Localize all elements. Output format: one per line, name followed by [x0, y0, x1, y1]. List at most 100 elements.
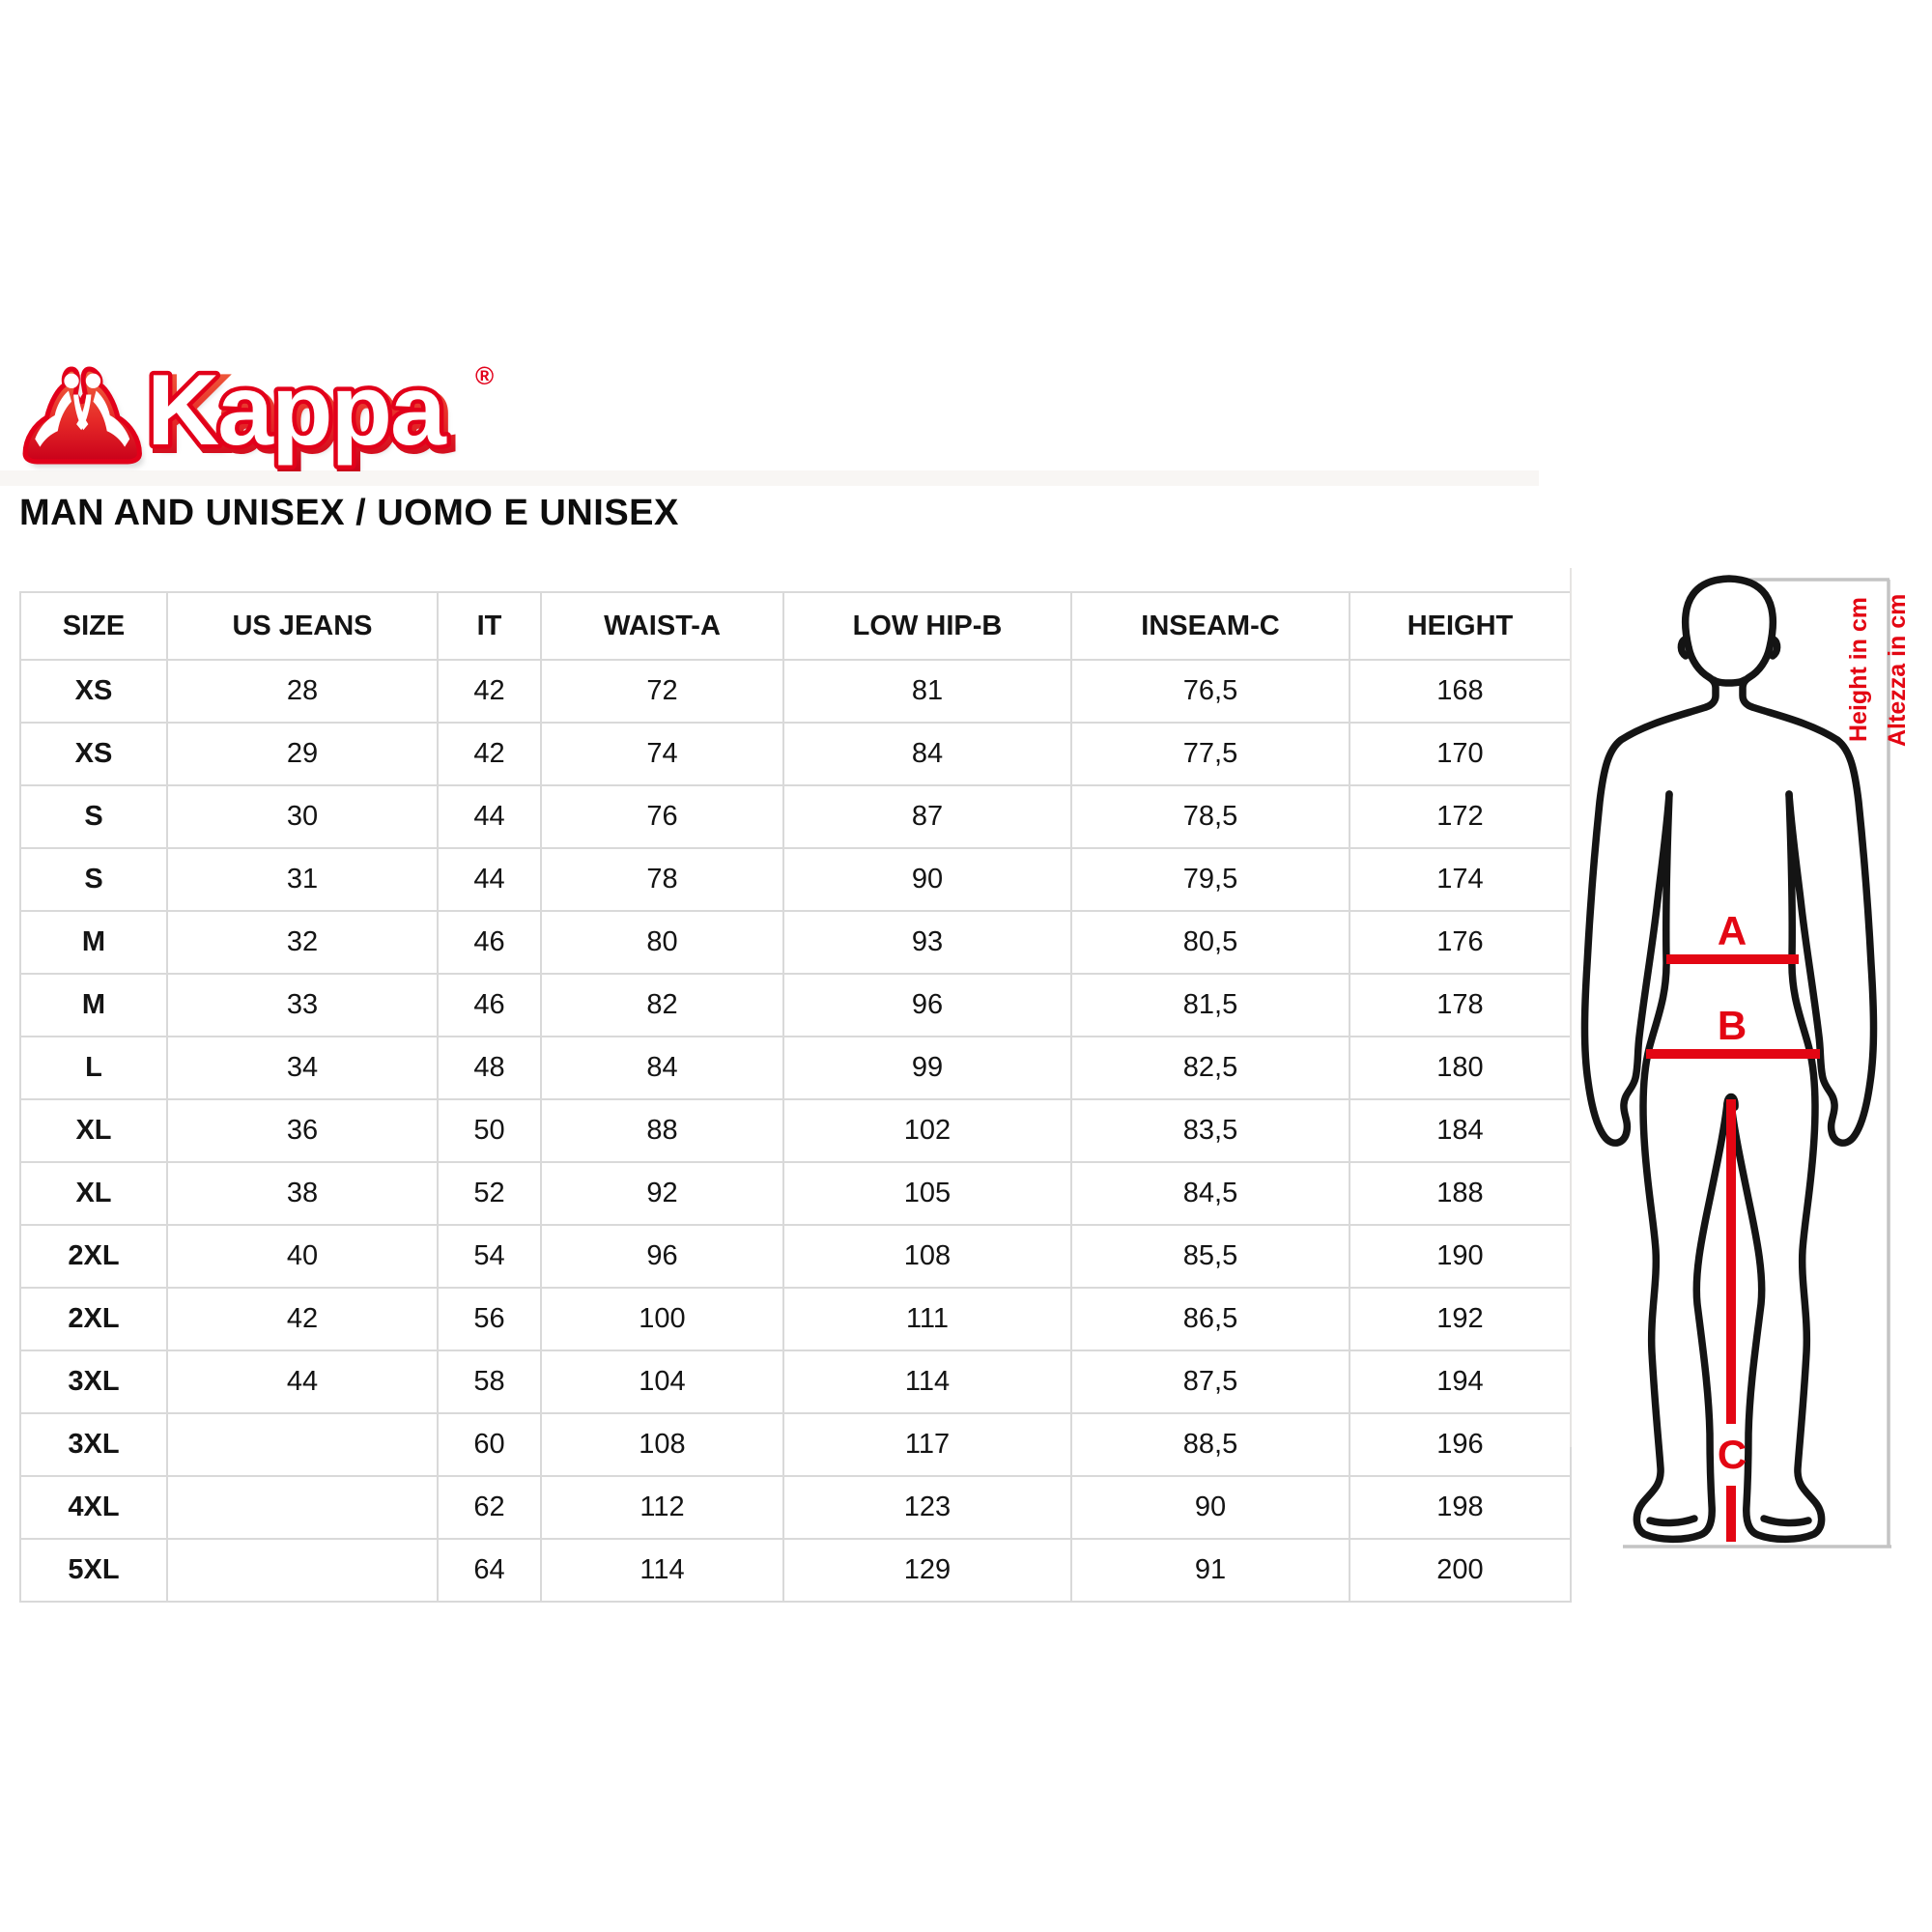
table-cell: 90: [782, 847, 1072, 912]
right-arm-outline: [1748, 703, 1878, 1147]
table-cell: 82,5: [1070, 1036, 1350, 1100]
table-cell: 117: [782, 1412, 1072, 1477]
registered-trademark: ®: [475, 361, 494, 390]
table-row: XS 29 42 74 84 77,5 170: [19, 722, 1572, 786]
left-torso-leg-outline: [1633, 790, 1731, 1544]
table-cell: 111: [782, 1287, 1072, 1351]
table-cell: 34: [166, 1036, 439, 1100]
table-cell: 42: [437, 722, 542, 786]
table-cell: 105: [782, 1161, 1072, 1226]
table-cell: 84: [540, 1036, 784, 1100]
table-cell: 58: [437, 1350, 542, 1414]
table-row: M 33 46 82 96 81,5 178: [19, 973, 1572, 1037]
table-cell: 96: [540, 1224, 784, 1289]
omini-right-body: [93, 390, 130, 447]
table-cell: 80,5: [1070, 910, 1350, 975]
table-cell: 48: [437, 1036, 542, 1100]
table-cell: 192: [1349, 1287, 1572, 1351]
table-cell: 92: [540, 1161, 784, 1226]
table-cell: 82: [540, 973, 784, 1037]
size-cell: M: [19, 973, 168, 1037]
height-note-it: Altezza in cm: [1884, 594, 1911, 747]
table-header: SIZE US JEANS IT WAIST-A LOW HIP-B INSEAM-C HE…: [19, 591, 1572, 661]
table-cell: 46: [437, 973, 542, 1037]
size-cell: 5XL: [19, 1538, 168, 1603]
table-cell: [166, 1475, 439, 1540]
table-cell: 86,5: [1070, 1287, 1350, 1351]
table-cell: 44: [437, 784, 542, 849]
table-cell: 64: [437, 1538, 542, 1603]
hip-label-b: B: [1718, 1003, 1747, 1048]
table-cell: 52: [437, 1161, 542, 1226]
table-cell: 176: [1349, 910, 1572, 975]
right-torso-leg-outline: [1727, 790, 1826, 1544]
table-cell: 77,5: [1070, 722, 1350, 786]
table-cell: 123: [782, 1475, 1072, 1540]
table-cell: 96: [782, 973, 1072, 1037]
page-title: MAN AND UNISEX / UOMO E UNISEX: [19, 493, 679, 533]
size-cell: XS: [19, 722, 168, 786]
table-cell: 198: [1349, 1475, 1572, 1540]
table-row: 4XL 62 112 123 90 198: [19, 1475, 1572, 1540]
header-row: SIZE US JEANS IT WAIST-A LOW HIP-B INSEAM-C HE…: [19, 591, 1572, 661]
table-cell: 42: [166, 1287, 439, 1351]
table-cell: 108: [782, 1224, 1072, 1289]
table-cell: 56: [437, 1287, 542, 1351]
table-row: XL 36 50 88 102 83,5 184: [19, 1098, 1572, 1163]
omini-right-head: [85, 373, 101, 388]
table-row: S 31 44 78 90 79,5 174: [19, 847, 1572, 912]
table-row: M 32 46 80 93 80,5 176: [19, 910, 1572, 975]
table-cell: 81: [782, 659, 1072, 724]
omini-left-body: [35, 390, 72, 447]
left-arm-outline: [1580, 703, 1710, 1147]
table-cell: 90: [1070, 1475, 1350, 1540]
table-cell: 194: [1349, 1350, 1572, 1414]
size-cell: 3XL: [19, 1412, 168, 1477]
table-cell: 80: [540, 910, 784, 975]
table-body: XS 28 42 72 81 76,5 168 XS 29 42 74 84 77,5 170 S 30 44 7…: [19, 659, 1572, 1603]
table-cell: 40: [166, 1224, 439, 1289]
column-header-inseam-c: INSEAM-C: [1070, 591, 1350, 661]
table-cell: [166, 1538, 439, 1603]
table-row: XL 38 52 92 105 84,5 188: [19, 1161, 1572, 1226]
column-header-waist-a: WAIST-A: [540, 591, 784, 661]
size-cell: XS: [19, 659, 168, 724]
table-cell: 44: [166, 1350, 439, 1414]
table-cell: 44: [437, 847, 542, 912]
size-cell: S: [19, 847, 168, 912]
omini-right-arm: [76, 394, 92, 431]
table-cell: 28: [166, 659, 439, 724]
table-cell: 93: [782, 910, 1072, 975]
table-row: S 30 44 76 87 78,5 172: [19, 784, 1572, 849]
column-header-us-jeans: US JEANS: [166, 591, 439, 661]
right-foot-sole: [1760, 1515, 1812, 1527]
table-cell: 196: [1349, 1412, 1572, 1477]
table-row: XS 28 42 72 81 76,5 168: [19, 659, 1572, 724]
kappa-wordmark: Kappa: [147, 355, 447, 467]
left-foot-sole: [1646, 1515, 1698, 1527]
svg-text:Kappa: Kappa: [155, 362, 455, 471]
table-cell: 74: [540, 722, 784, 786]
table-cell: 46: [437, 910, 542, 975]
size-cell: S: [19, 784, 168, 849]
red-measure-marks: A B C: [1646, 908, 1820, 1542]
table-cell: 178: [1349, 973, 1572, 1037]
table-cell: 78: [540, 847, 784, 912]
table-cell: 50: [437, 1098, 542, 1163]
kappa-logo-svg: Kappa Kappa Kappa ®: [22, 351, 494, 475]
table-cell: 114: [540, 1538, 784, 1603]
table-cell: 60: [437, 1412, 542, 1477]
size-cell: M: [19, 910, 168, 975]
size-cell: L: [19, 1036, 168, 1100]
table-row: 2XL 40 54 96 108 85,5 190: [19, 1224, 1572, 1289]
table-cell: 180: [1349, 1036, 1572, 1100]
table-cell: 100: [540, 1287, 784, 1351]
table-cell: 188: [1349, 1161, 1572, 1226]
table-cell: 79,5: [1070, 847, 1350, 912]
decorative-band: [0, 470, 1539, 486]
size-cell: 2XL: [19, 1224, 168, 1289]
head-outline: [1681, 575, 1777, 711]
size-cell: XL: [19, 1098, 168, 1163]
table-cell: 102: [782, 1098, 1072, 1163]
